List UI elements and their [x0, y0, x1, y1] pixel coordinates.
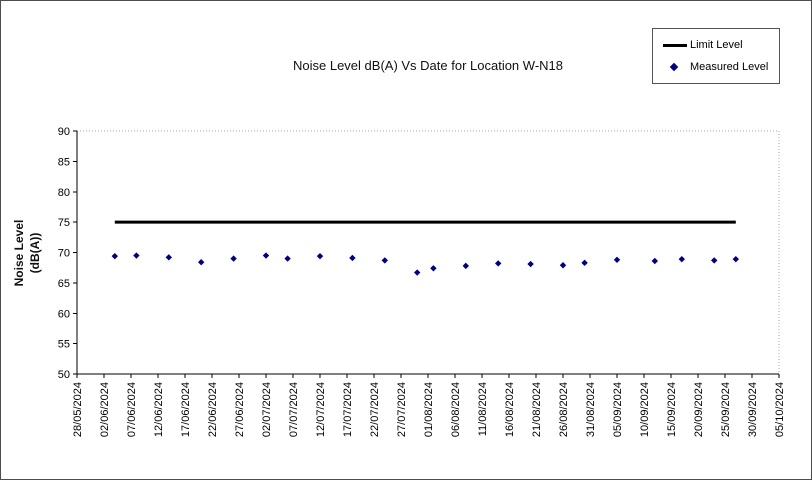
x-tick-label: 07/06/2024 — [126, 382, 138, 437]
x-tick-label: 22/06/2024 — [207, 382, 219, 437]
x-tick-label: 16/08/2024 — [504, 382, 516, 437]
y-tick-label: 50 — [58, 369, 70, 381]
y-tick-label: 75 — [58, 217, 70, 229]
measured-point — [381, 257, 388, 264]
measured-point — [165, 254, 172, 261]
measured-point — [678, 255, 685, 263]
measured-point — [462, 262, 469, 270]
legend-label-measured: Measured Level — [690, 61, 769, 73]
x-tick-label: 31/08/2024 — [585, 382, 597, 437]
x-tick-label: 27/07/2024 — [396, 382, 408, 437]
y-tick-label: 60 — [58, 308, 70, 320]
x-tick-label: 05/09/2024 — [612, 382, 624, 437]
x-tick-label: 12/06/2024 — [153, 382, 165, 437]
x-tick-label: 02/06/2024 — [99, 382, 111, 437]
x-tick-label: 01/08/2024 — [423, 382, 435, 437]
limit-line-icon — [663, 43, 688, 47]
x-tick-label: 21/08/2024 — [531, 382, 543, 437]
legend: Limit Level Measured Level — [652, 28, 780, 84]
y-tick-label: 65 — [58, 278, 70, 290]
measured-point — [732, 255, 739, 263]
measured-point — [581, 259, 588, 267]
x-tick-label: 28/05/2024 — [72, 382, 84, 437]
measured-point — [316, 252, 324, 260]
measured-point — [133, 252, 140, 259]
measured-point — [559, 262, 567, 269]
x-tick-label: 17/07/2024 — [342, 382, 354, 437]
measured-point — [262, 252, 270, 259]
x-tick-label: 12/07/2024 — [315, 382, 327, 437]
measured-point — [711, 257, 718, 264]
measured-point — [230, 255, 237, 262]
legend-entry-limit: Limit Level — [663, 37, 779, 53]
measured-point — [349, 254, 356, 262]
x-tick-label: 25/09/2024 — [720, 382, 732, 437]
x-tick-label: 05/10/2024 — [774, 382, 786, 437]
x-tick-label: 30/09/2024 — [747, 382, 759, 437]
legend-entry-measured: Measured Level — [663, 59, 779, 75]
x-tick-label: 11/08/2024 — [477, 382, 489, 436]
chart-title: Noise Level dB(A) Vs Date for Location W… — [293, 58, 563, 73]
measured-point — [111, 252, 118, 260]
legend-label-limit: Limit Level — [690, 39, 743, 51]
measured-point — [430, 265, 437, 272]
x-tick-label: 10/09/2024 — [639, 382, 651, 437]
y-tick-label: 55 — [58, 339, 70, 351]
x-tick-label: 06/08/2024 — [450, 382, 462, 437]
x-tick-label: 20/09/2024 — [693, 382, 705, 437]
measured-point — [198, 259, 205, 266]
x-tick-label: 26/08/2024 — [558, 382, 570, 437]
measured-point — [495, 260, 502, 267]
y-tick-label: 90 — [58, 126, 70, 138]
measured-point — [651, 257, 658, 265]
x-tick-label: 15/09/2024 — [666, 382, 678, 437]
measured-point — [613, 256, 621, 263]
measured-point — [284, 255, 291, 262]
x-tick-label: 22/07/2024 — [369, 382, 381, 437]
measured-point — [527, 260, 534, 268]
x-tick-label: 27/06/2024 — [234, 382, 246, 437]
y-tick-label: 70 — [58, 248, 70, 260]
x-tick-label: 07/07/2024 — [288, 382, 300, 437]
x-tick-label: 17/06/2024 — [180, 382, 192, 437]
measured-marker-icon — [663, 62, 688, 72]
y-tick-label: 80 — [58, 187, 70, 199]
measured-point — [414, 269, 421, 276]
x-tick-label: 02/07/2024 — [261, 382, 273, 437]
y-tick-label: 85 — [58, 156, 70, 168]
